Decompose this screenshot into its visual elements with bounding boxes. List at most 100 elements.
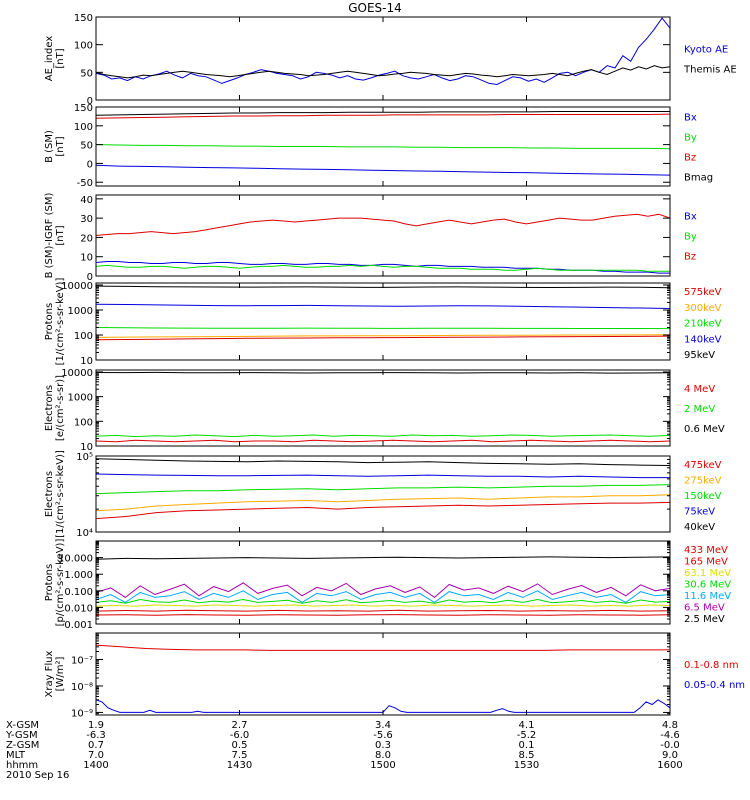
y-tick-label: 10.000 [58, 554, 93, 565]
y-tick-label: 100 [74, 331, 93, 342]
legend-entry: 30.6 MeV [684, 580, 731, 591]
series-line-protons2-4 [96, 604, 670, 607]
series-line-bsm-2 [96, 144, 670, 150]
y-axis-label: [p/(cm²-s-sr-keV)] [55, 539, 66, 627]
y-tick-label: 100 [74, 122, 93, 133]
legend-entry: 95keV [684, 350, 715, 361]
legend-entry: 40keV [684, 522, 715, 533]
y-tick-label: 0.001 [64, 620, 93, 631]
ephemeris-row-label: Y-GSM [5, 730, 38, 741]
y-tick-label: 1.000 [64, 570, 93, 581]
series-line-protons1-3 [96, 334, 670, 338]
series-line-protons1-2 [96, 327, 670, 330]
ephemeris-row-label: 2010 Sep 16 [6, 770, 69, 781]
ephemeris-value: -6.0 [230, 730, 250, 741]
panel-frame [95, 540, 671, 625]
y-axis-label: [nT] [55, 48, 66, 68]
series-line-bigrf-0 [96, 213, 670, 236]
y-axis-label: Protons [44, 564, 55, 601]
ephemeris-value: 9.0 [662, 750, 678, 761]
legend-entry: 275keV [684, 476, 722, 487]
y-axis-label: B (SM)-IGRF (SM) [44, 193, 55, 279]
legend-entry: By [684, 232, 697, 243]
panel-frame [95, 632, 671, 716]
ephemeris-value: 7.5 [232, 750, 248, 761]
ephemeris-value: 8.5 [519, 750, 535, 761]
y-axis-label: Electrons [44, 471, 55, 517]
legend-entry: Bmag [684, 173, 713, 184]
series-line-protons1-1 [96, 303, 670, 309]
series-line-electrons1-2 [96, 439, 670, 443]
y-tick-label: 10⁴ [76, 528, 93, 539]
series-line-electrons2-3 [96, 494, 670, 512]
y-tick-label: 0.010 [64, 603, 93, 614]
ephemeris-row-label: X-GSM [6, 720, 39, 731]
ephemeris-value: 1530 [514, 760, 539, 771]
y-tick-label: 50 [80, 68, 93, 79]
legend-entry: 63.1 MeV [684, 568, 731, 579]
ephemeris-value: -0.0 [660, 740, 680, 751]
ephemeris-value: 2.7 [232, 720, 248, 731]
series-line-protons1-4 [96, 335, 670, 341]
y-axis-label: [W/m²] [55, 656, 66, 691]
y-axis-label: [nT] [55, 136, 66, 156]
legend-entry: 150keV [684, 491, 722, 502]
legend-entry: 2.5 MeV [684, 614, 725, 625]
series-line-electrons2-2 [96, 484, 670, 495]
series-line-protons2-5 [96, 609, 670, 612]
y-axis-label: Electrons [44, 385, 55, 431]
ephemeris-value: 1400 [83, 760, 108, 771]
ephemeris-value: -5.2 [517, 730, 537, 741]
panel-bsm: -50 0 50 100 150 B (SM) [nT] Bx By Bz Bmag [44, 103, 713, 189]
y-axis-label: [e/(cm²-s-sr)] [55, 375, 66, 441]
ephemeris-value: 4.1 [519, 720, 535, 731]
panel-bigrf: 0 10 20 30 40 B (SM)-IGRF (SM) [nT] Bx By Bz [44, 193, 697, 283]
legend-entry: Themis AE [683, 65, 737, 76]
legend-entry: 0.6 MeV [684, 424, 725, 435]
y-axis-label: AE_index [44, 36, 55, 82]
ephemeris-value: 1600 [657, 760, 682, 771]
series-line-bsm-0 [96, 111, 670, 116]
panel-ae: 0 50 100 150 AE_index [nT] Kyoto AE Themis AE [44, 13, 737, 107]
y-tick-label: 150 [74, 103, 93, 114]
series-line-xray-0 [96, 644, 670, 651]
y-tick-label: 100 [74, 417, 93, 428]
ephemeris-row-label: MLT [6, 750, 26, 761]
y-tick-label: 40 [80, 195, 93, 206]
legend-entry: 165 MeV [684, 557, 728, 568]
y-tick-label: 10 [80, 442, 93, 453]
panel-frame [95, 369, 671, 447]
y-tick-label: 100 [74, 41, 93, 52]
y-tick-label: 0.100 [64, 587, 93, 598]
y-tick-label: 50 [80, 141, 93, 152]
y-tick-label: 10⁻⁹ [71, 708, 93, 719]
series-line-protons2-6 [96, 614, 670, 616]
ephemeris-value: 1430 [227, 760, 252, 771]
legend-entry: 475keV [684, 460, 722, 471]
ephemeris-value: -6.3 [86, 730, 106, 741]
y-tick-label: 10 [80, 356, 93, 367]
panel-frame [95, 16, 671, 101]
series-line-protons2-1 [96, 582, 670, 599]
legend-entry: Bz [684, 252, 696, 263]
y-tick-label: 0 [87, 272, 93, 283]
ephemeris-value: 0.7 [88, 740, 104, 751]
y-tick-label: 150 [74, 13, 93, 24]
ephemeris-value: 1500 [370, 760, 395, 771]
legend-entry: 0.1-0.8 nm [684, 660, 739, 671]
y-tick-label: 0 [87, 96, 93, 107]
y-axis-label: Protons [44, 303, 55, 340]
y-axis-label: Xray Flux [44, 650, 55, 697]
y-axis-label: [nT] [55, 225, 66, 245]
series-line-bsm-3 [96, 164, 670, 176]
y-tick-label: 10⁻⁷ [71, 655, 93, 666]
ephemeris-row-label: hhmm [6, 760, 38, 771]
y-tick-label: 20 [80, 233, 93, 244]
series-line-electrons2-4 [96, 501, 670, 520]
y-tick-label: 10000 [61, 281, 93, 292]
y-tick-label: -50 [77, 178, 93, 189]
series-line-ae-1 [96, 65, 670, 79]
series-line-ae-0 [96, 17, 670, 86]
legend-entry: 140keV [684, 334, 722, 345]
